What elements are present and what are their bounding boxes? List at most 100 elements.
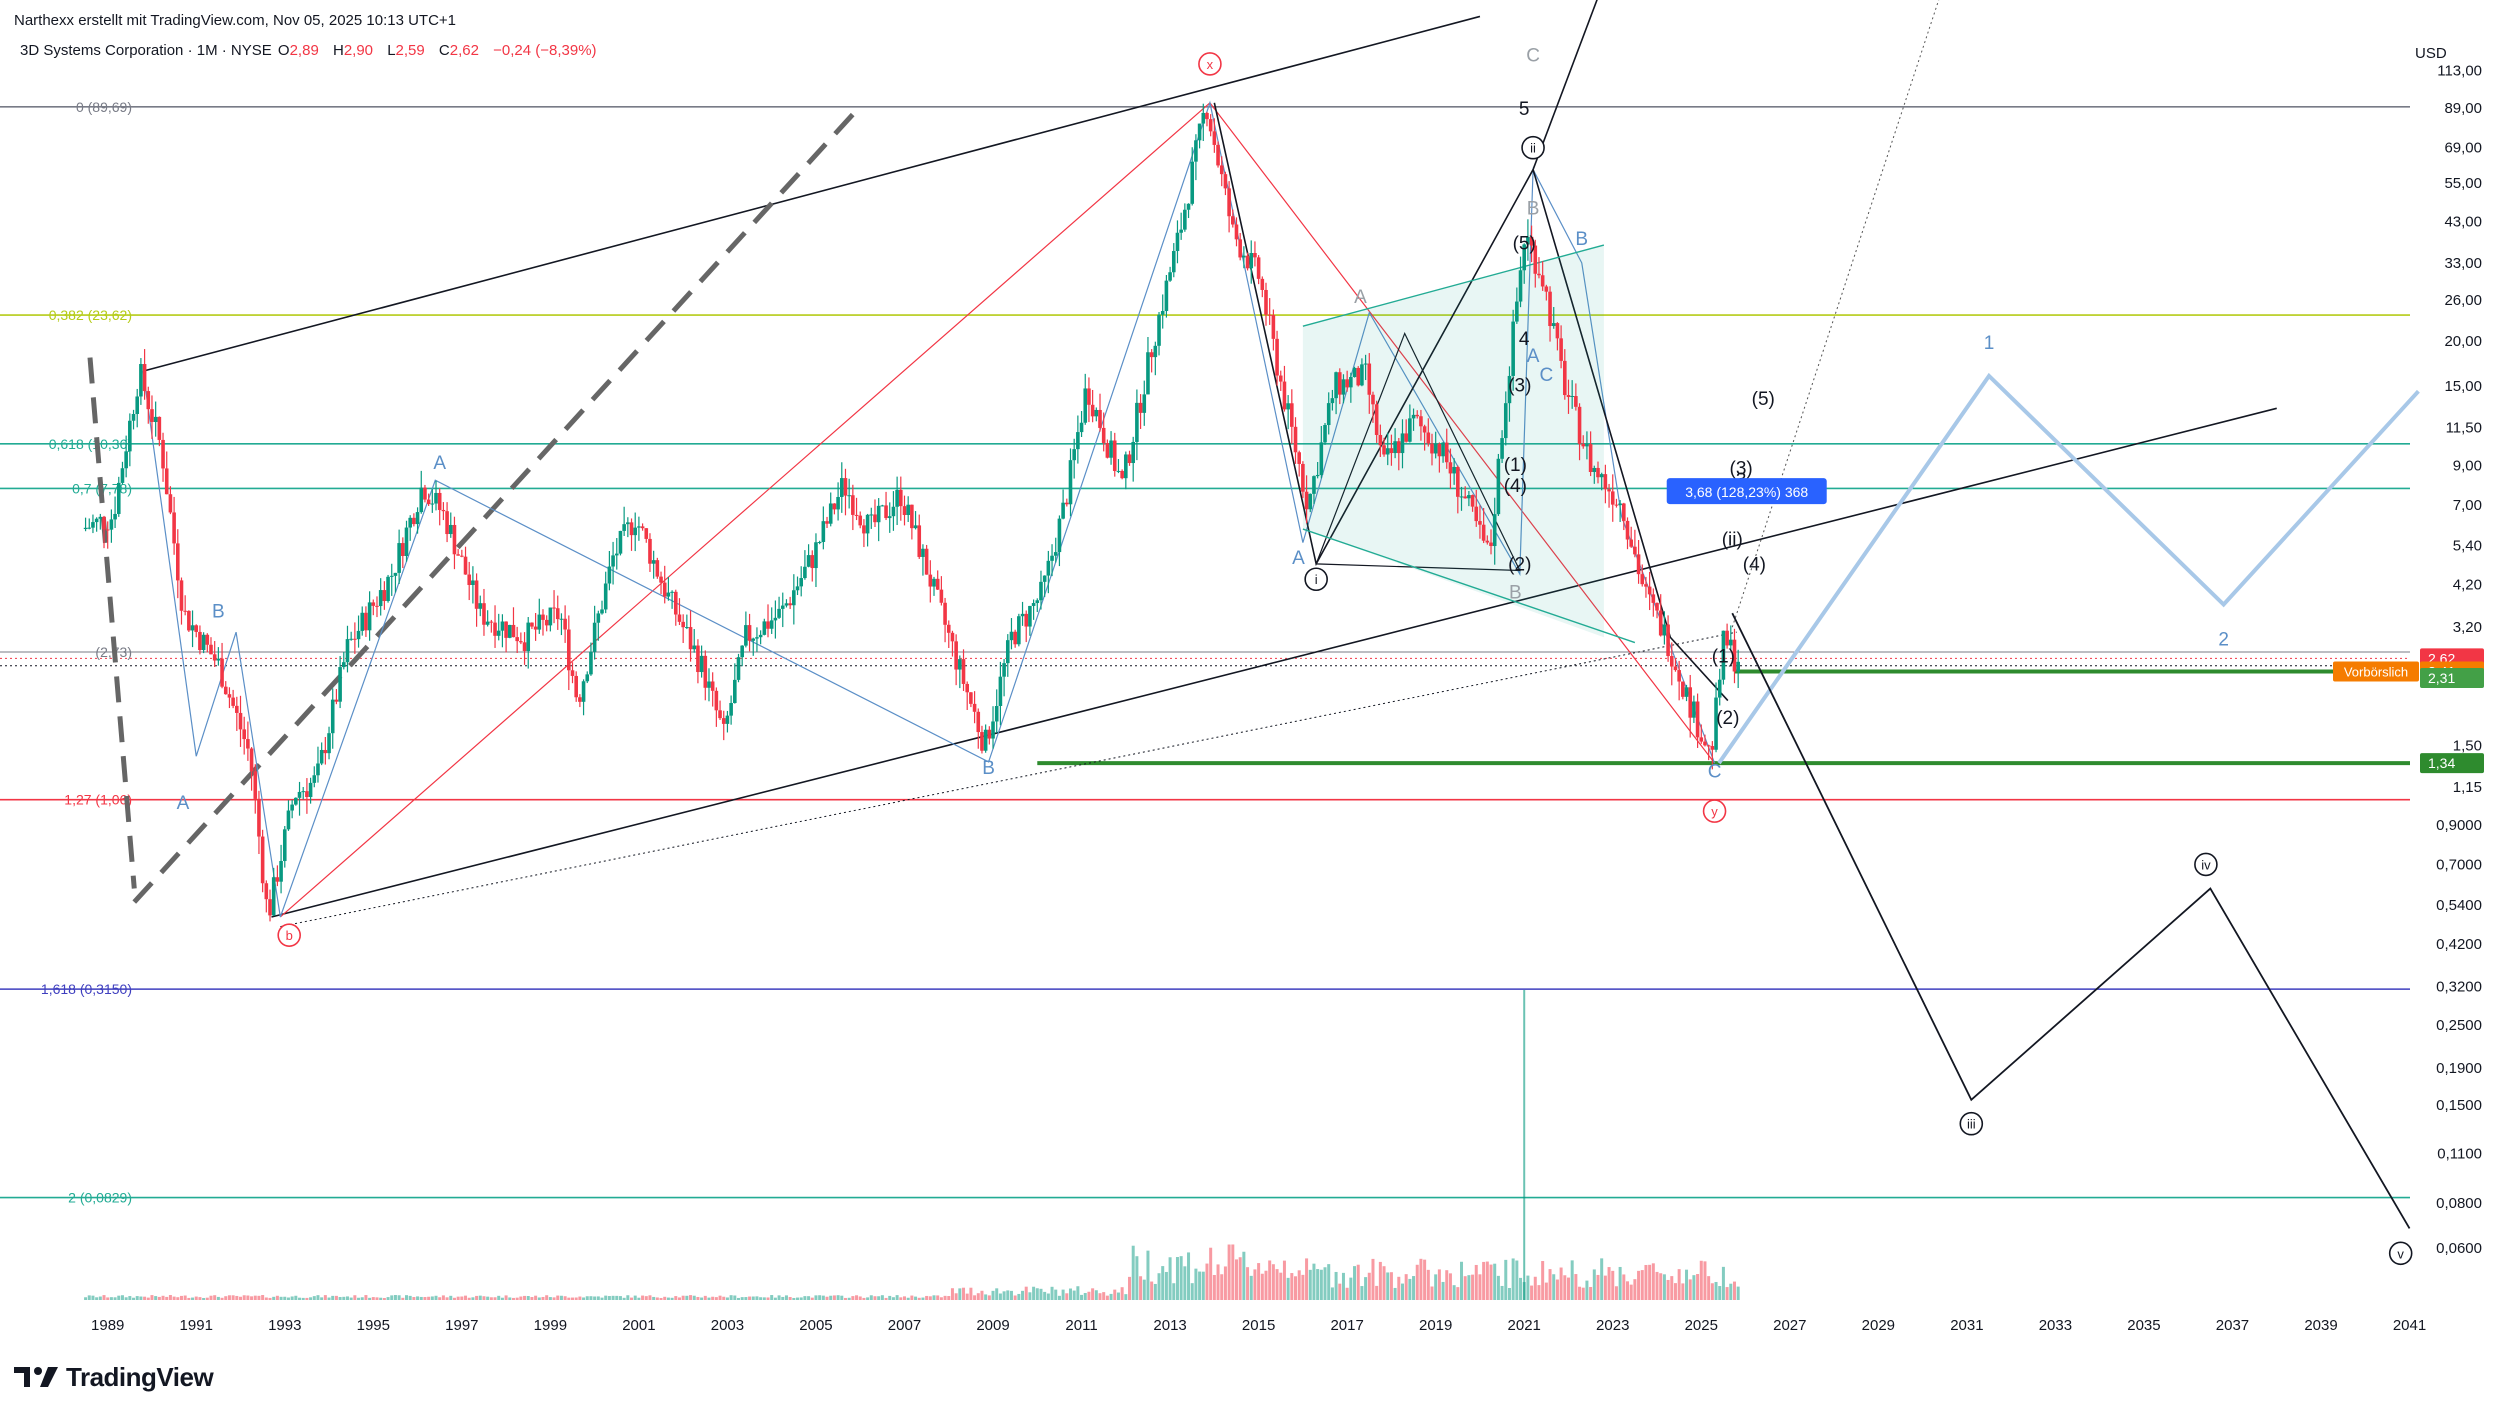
candle-body — [1603, 474, 1608, 490]
volume-bar — [1445, 1270, 1449, 1300]
candle-body — [836, 496, 840, 510]
volume-bar — [1253, 1269, 1257, 1300]
volume-bar — [1301, 1274, 1305, 1300]
candle-body — [537, 614, 542, 630]
volume-bar — [618, 1296, 622, 1300]
volume-bar — [1150, 1281, 1154, 1300]
wave-label-black: (3) — [1508, 375, 1531, 396]
candle-body — [998, 676, 1003, 707]
candle-body — [1448, 462, 1453, 474]
volume-bar — [1637, 1270, 1641, 1300]
candle-body — [1662, 624, 1667, 636]
fib-label: 1,618 (0,3150) — [41, 981, 132, 997]
candle-body — [500, 621, 505, 631]
candle-body — [1551, 323, 1556, 327]
volume-bar — [1699, 1260, 1703, 1300]
volume-bar — [1452, 1285, 1456, 1300]
volume-bar — [165, 1296, 169, 1300]
volume-bar — [991, 1290, 995, 1300]
blue-pattern — [142, 100, 1716, 918]
volume-bar — [1659, 1273, 1663, 1300]
volume-bar — [1334, 1271, 1338, 1300]
candle-body — [415, 512, 420, 525]
volume-bar — [489, 1297, 493, 1300]
candle-body — [533, 626, 538, 630]
volume-bar — [1083, 1292, 1087, 1300]
volume-bar — [644, 1296, 648, 1300]
volume-bar — [1153, 1283, 1157, 1300]
fib-label: 1,27 (1,06) — [64, 792, 132, 808]
volume-bar — [855, 1295, 859, 1300]
volume-bar — [397, 1295, 401, 1300]
volume-bar — [1065, 1293, 1069, 1300]
y-tick-label: 43,00 — [2444, 214, 2482, 231]
volume-bar — [589, 1296, 593, 1300]
volume-bar — [1231, 1244, 1235, 1300]
price-tag — [2420, 753, 2484, 774]
volume-bar — [205, 1297, 209, 1300]
candle-body — [559, 618, 564, 620]
volume-bar — [663, 1296, 667, 1300]
candle-body — [423, 487, 427, 500]
volume-bar — [703, 1295, 707, 1300]
price-tag-value: 1,34 — [2428, 755, 2455, 771]
volume-bar — [1006, 1290, 1010, 1300]
volume-bar — [976, 1293, 980, 1300]
candle-body — [341, 662, 346, 668]
candle-body — [946, 624, 951, 633]
candle-body — [1548, 291, 1552, 327]
volume-bar — [1102, 1292, 1106, 1300]
candle-body — [1319, 442, 1324, 475]
candle-body — [939, 589, 944, 603]
candle-body — [1599, 474, 1604, 478]
volume-bar — [1028, 1292, 1032, 1300]
flag-area — [1302, 245, 1604, 638]
candle-body — [463, 556, 468, 575]
candle-body — [1629, 539, 1633, 547]
volume-bar — [1113, 1289, 1117, 1300]
tradingview-logo[interactable]: TradingView — [14, 1362, 214, 1392]
volume-bar — [334, 1295, 338, 1300]
candle-body — [1426, 432, 1431, 444]
volume-bar — [109, 1297, 113, 1300]
y-tick-label: 15,00 — [2444, 378, 2482, 395]
volume-bar — [1319, 1269, 1323, 1300]
volume-bar — [1120, 1287, 1124, 1300]
candle-body — [157, 416, 162, 440]
wave-circle — [1959, 1111, 1984, 1136]
volume-bar — [1596, 1274, 1600, 1300]
wave-label-black: (2) — [1508, 555, 1531, 576]
volume-bar — [368, 1297, 372, 1300]
volume-bar — [401, 1297, 405, 1300]
volume-bar — [670, 1297, 674, 1300]
candle-body — [758, 634, 763, 638]
volume-bar — [1201, 1271, 1205, 1300]
volume-bar — [943, 1295, 947, 1300]
candle-body — [622, 524, 626, 531]
y-tick-label: 0,2500 — [2436, 1017, 2482, 1034]
candle-body — [806, 555, 811, 567]
candle-body — [1636, 554, 1641, 575]
volume-bar — [1375, 1285, 1379, 1300]
candle-body — [1053, 552, 1058, 556]
volume-bar — [283, 1296, 287, 1300]
candle-body — [869, 514, 874, 516]
candle-body — [924, 548, 929, 575]
volume-bar — [1128, 1276, 1132, 1300]
candle-body — [91, 522, 95, 528]
y-tick-label: 0,1100 — [2437, 1145, 2482, 1162]
volume-bar — [902, 1296, 906, 1300]
symbol-name[interactable]: 3D Systems Corporation · 1M · NYSE — [20, 42, 272, 59]
candle-body — [179, 580, 184, 611]
volume-bar — [914, 1296, 918, 1300]
volume-bar — [755, 1296, 759, 1300]
symbol-legend[interactable]: 3D Systems Corporation · 1M · NYSE O2,89… — [20, 42, 607, 59]
y-tick-label: 1,50 — [2453, 737, 2482, 754]
volume-bar — [87, 1295, 91, 1300]
candle-body — [685, 627, 689, 629]
candle-body — [773, 617, 778, 621]
candle-body — [1171, 251, 1176, 273]
candle-body — [1526, 236, 1530, 245]
candle-body — [131, 414, 136, 421]
